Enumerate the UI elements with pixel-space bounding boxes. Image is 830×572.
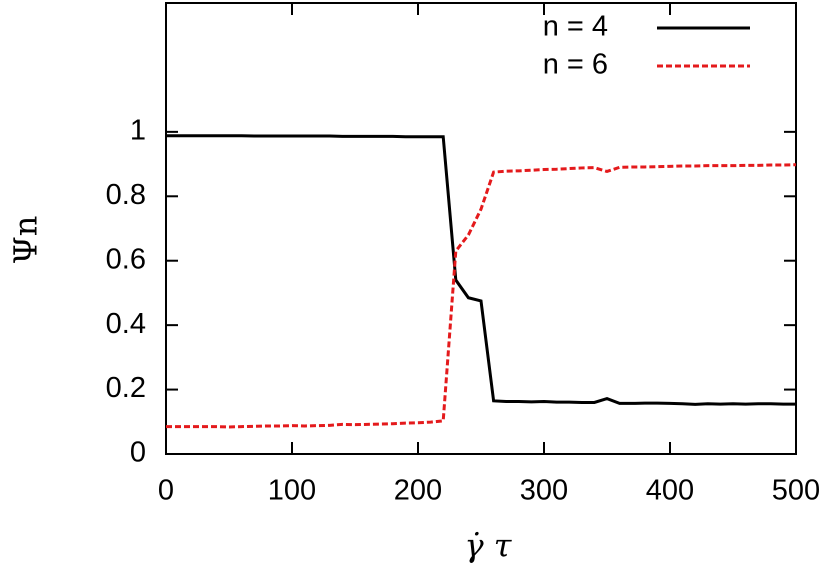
legend-label: n = 4 [543, 11, 608, 43]
x-axis-label: γ̇ τ [465, 527, 513, 565]
y-tick-label: 0.8 [106, 179, 146, 211]
x-tick-label: 300 [520, 475, 568, 507]
y-axis-label: Ψn [7, 216, 45, 265]
y-tick-label: 0.4 [106, 308, 146, 340]
x-tick-label: 100 [268, 475, 316, 507]
data-line [166, 163, 797, 429]
legend-label: n = 6 [543, 49, 608, 81]
x-tick-label: 0 [158, 475, 174, 507]
y-tick-label: 0 [130, 437, 146, 469]
plot-frame [165, 2, 797, 455]
x-tick-label: 200 [394, 475, 442, 507]
x-tick-label: 400 [646, 475, 694, 507]
data-line [166, 134, 796, 406]
y-tick-label: 1 [130, 115, 146, 147]
y-tick-label: 0.2 [106, 372, 146, 404]
x-tick-label: 500 [772, 475, 820, 507]
y-tick-label: 0.6 [106, 243, 146, 275]
